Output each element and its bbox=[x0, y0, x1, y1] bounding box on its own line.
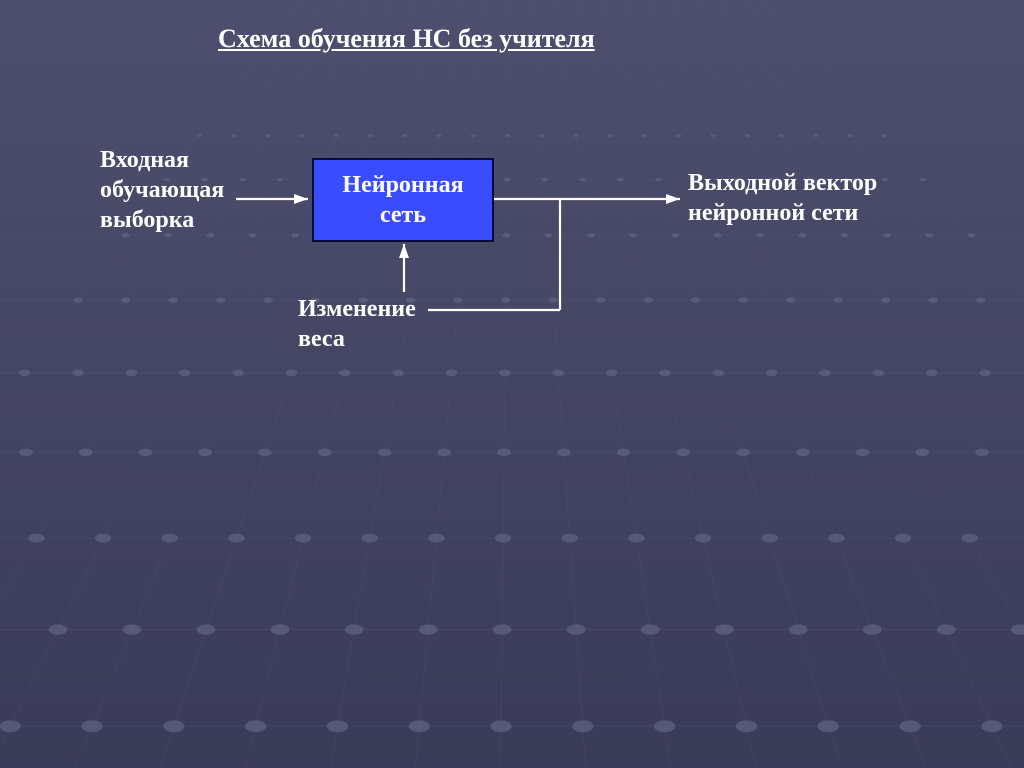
arrows-layer bbox=[0, 0, 1024, 768]
label-output: Выходной вектор нейронной сети bbox=[688, 168, 877, 228]
label-input: Входная обучающая выборка bbox=[100, 145, 224, 235]
node-neural-network-label: Нейронная сеть bbox=[342, 170, 463, 230]
label-weight-change: Изменение веса bbox=[298, 294, 416, 354]
slide-title: Схема обучения НС без учителя bbox=[218, 24, 595, 54]
node-neural-network: Нейронная сеть bbox=[312, 158, 494, 242]
